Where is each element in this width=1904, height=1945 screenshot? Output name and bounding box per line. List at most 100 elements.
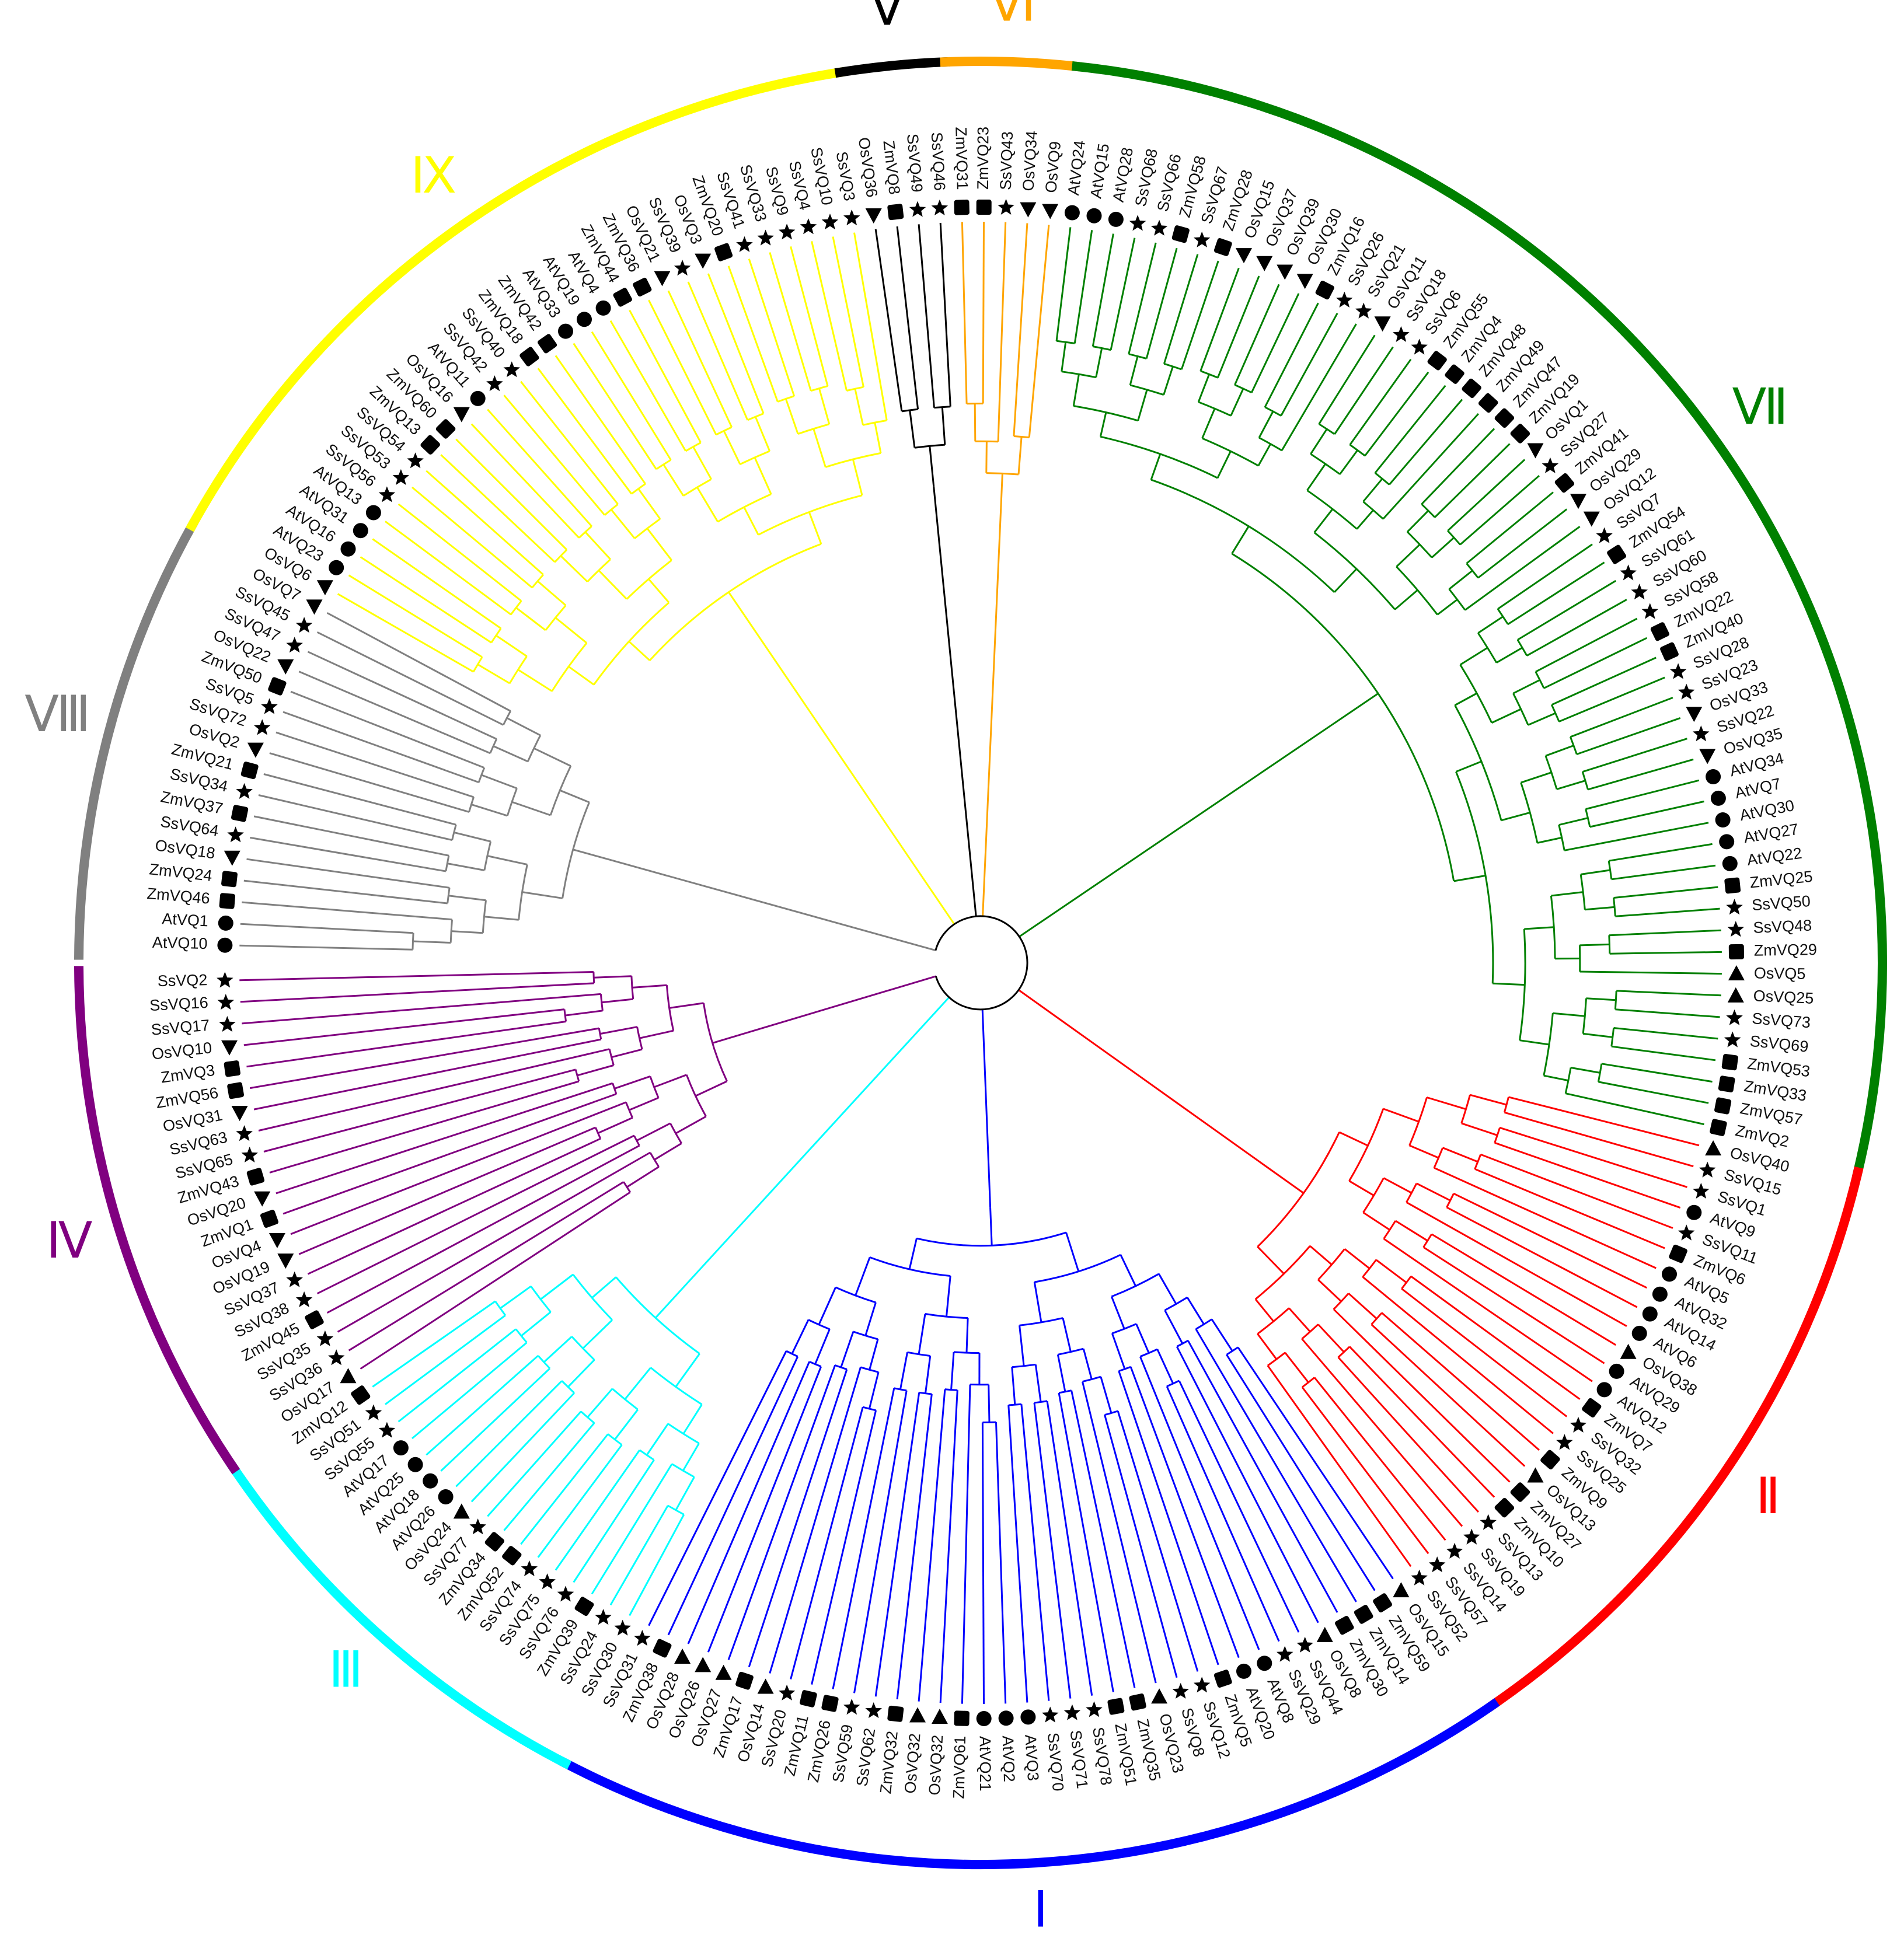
branch [1082,1381,1157,1684]
branch [1528,712,1556,726]
branch [454,831,491,843]
branch [1406,1201,1627,1327]
branch [1362,1211,1390,1231]
branch [1494,1141,1681,1209]
branch [1158,1273,1177,1305]
triangle-up-marker [757,1678,774,1694]
leaf-label: ZmVQ23 [974,127,992,190]
star-marker [1150,219,1168,236]
branch [743,507,759,536]
branch [961,1384,971,1704]
leaf-label: ZmVQ46 [147,885,211,907]
branch [695,1080,728,1097]
branch [545,605,567,631]
branch [609,1505,669,1606]
branch [748,1369,848,1667]
branch [1019,707,1358,938]
star-marker [1446,1542,1463,1559]
circle-marker [329,560,344,575]
branch [1517,579,1616,641]
branch [489,738,498,754]
square-marker [224,1060,240,1077]
branch [1139,1356,1260,1650]
branch [1579,970,1722,975]
branch [1056,340,1075,344]
triangle-down-marker [306,599,323,615]
square-marker [435,419,456,439]
branch [243,879,448,905]
branch [239,944,413,951]
star-marker [778,1684,796,1700]
branch [1061,341,1067,372]
leaf-label: OsVQ34 [1019,130,1040,191]
square-marker [1718,1075,1735,1092]
branch [1524,926,1554,930]
leaf-label: AtVQ28 [1110,146,1136,203]
square-marker [1129,1693,1146,1711]
branch [1406,1183,1418,1203]
branch [835,1364,848,1371]
branch [1349,444,1366,457]
branch [929,446,935,487]
branch [1507,561,1605,625]
branch [1556,780,1586,790]
branch [982,221,985,404]
branch [707,273,765,414]
branch [777,395,795,403]
branch [591,1276,617,1299]
circle-marker [438,1489,454,1504]
branch [1454,692,1477,706]
branch [1570,1067,1600,1074]
star-marker [843,209,860,226]
branch [1250,293,1300,393]
branch [1480,1153,1673,1229]
branch [1519,928,1526,1040]
branch [1274,1172,1305,1194]
branch [1586,997,1616,1001]
branch [1338,1131,1369,1147]
star-marker [778,224,796,240]
branch [639,1029,674,1039]
branch [1020,1404,1050,1701]
branch [520,1433,609,1545]
star-marker [1620,564,1637,581]
branch [896,226,919,410]
triangle-down-marker [1374,316,1391,332]
branch [522,891,563,899]
branch [997,222,1007,442]
branch [1258,411,1274,438]
branch [1118,1371,1219,1665]
branch [869,1339,879,1370]
branch [1046,1401,1093,1696]
branch [1374,472,1390,486]
star-marker [1678,1224,1695,1241]
star-marker [1428,1556,1446,1573]
branch [808,1319,830,1331]
leaf-label: SsVQ71 [1067,1729,1092,1789]
star-marker [1480,1514,1497,1530]
star-marker [316,1330,334,1346]
branch [573,1459,655,1583]
branch [1615,1008,1720,1018]
branch [1135,1324,1150,1354]
clade-label: Ⅱ [1756,1468,1780,1524]
branch [276,1082,613,1195]
branch [985,441,988,473]
branch [1264,406,1282,417]
square-marker [735,1671,754,1690]
branch [1383,1220,1397,1239]
branch [1407,531,1433,558]
branch [1421,503,1436,518]
branch [283,1093,617,1215]
branch [240,982,594,1003]
branch [445,855,450,872]
branch [1306,463,1326,491]
branch [727,1364,836,1660]
branch [1394,589,1418,610]
branch [703,1003,728,1082]
branch [1356,509,1374,530]
branch [874,229,903,412]
branch [521,1311,552,1337]
star-marker [1542,457,1559,473]
